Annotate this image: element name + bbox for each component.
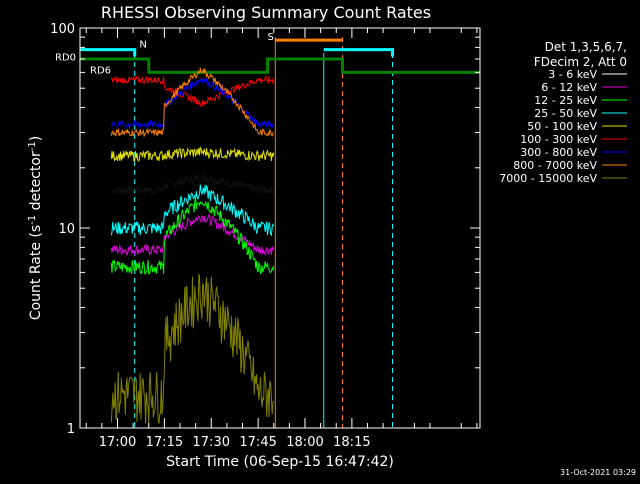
series-line-8 [110, 273, 275, 424]
axes: 17:00 17:15 17:30 17:45 18:00 18:15 1 10 100 [50, 22, 480, 450]
legend-label: 25 - 50 keV [534, 107, 597, 120]
legend-label: 6 - 12 keV [541, 81, 597, 94]
series-line-3 [110, 184, 275, 237]
legend-label: 3 - 6 keV [548, 68, 597, 81]
legend-label: 50 - 100 keV [527, 120, 597, 133]
x-tick-label: 18:00 [286, 435, 323, 450]
series-line-1 [110, 213, 275, 256]
series-line-0 [110, 173, 275, 196]
legend-label: 12 - 25 keV [534, 94, 597, 107]
series-line-7 [110, 67, 274, 138]
annotation-rd0: RD0 [55, 53, 76, 64]
series-line-2 [110, 197, 275, 275]
series-line-4 [110, 145, 275, 162]
legend-header-line-2: FDecim 2, Att 0 [534, 55, 627, 69]
annotation-s: S [268, 32, 274, 43]
decimation-indicator [80, 57, 480, 74]
y-tick-label: 1 [67, 422, 75, 437]
night-indicator-2 [323, 48, 394, 57]
legend-label: 100 - 300 keV [520, 133, 597, 146]
legend-label: 7000 - 15000 keV [499, 172, 597, 185]
x-tick-label: 17:00 [99, 435, 136, 450]
footer-date: 31-Oct-2021 03:29 [560, 468, 636, 477]
series-line-6 [110, 78, 275, 129]
y-tick-label: 10 [58, 222, 75, 237]
x-axis-label: Start Time (06-Sep-15 16:47:42) [166, 454, 394, 470]
chart-title: RHESSI Observing Summary Count Rates [101, 3, 431, 22]
legend-label: 300 - 800 keV [520, 146, 597, 159]
annotation-rd6: RD6 [90, 66, 111, 77]
legend-header-line-1: Det 1,3,5,6,7, [545, 40, 627, 54]
x-tick-label: 17:45 [239, 435, 276, 450]
x-tick-label: 17:15 [146, 435, 183, 450]
y-tick-label: 100 [50, 22, 75, 37]
y-axis-label: Count Rate (s-1 detector-1) [27, 136, 44, 320]
night-indicator [80, 48, 137, 57]
annotation-n: N [139, 39, 146, 50]
series-line-5 [110, 75, 275, 107]
x-tick-label: 18:15 [333, 435, 370, 450]
legend-label: 800 - 7000 keV [513, 159, 597, 172]
x-tick-label: 17:30 [193, 435, 230, 450]
plot-area: RD0 RD6 N S [55, 28, 480, 428]
